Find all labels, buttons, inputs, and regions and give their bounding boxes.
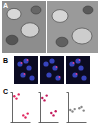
- dot-plot: [67, 93, 87, 123]
- organelle: [83, 6, 93, 14]
- fluorescence-image: [66, 56, 90, 84]
- x-axis: [69, 122, 87, 124]
- point: [74, 108, 76, 110]
- point: [78, 107, 80, 109]
- point: [22, 114, 24, 116]
- image-bg: [66, 56, 90, 84]
- y-axis: [11, 93, 13, 123]
- point: [52, 114, 54, 116]
- signal: [21, 62, 23, 64]
- signal: [27, 59, 29, 61]
- x-axis-line: [13, 122, 31, 123]
- nucleus: [17, 61, 22, 66]
- micrograph-bg: [2, 1, 46, 53]
- organelle: [56, 37, 68, 47]
- nucleus: [46, 72, 51, 77]
- point: [80, 106, 82, 108]
- signal: [73, 62, 75, 64]
- panel-label: C: [3, 88, 8, 95]
- micrograph: [2, 1, 46, 53]
- point: [55, 110, 57, 112]
- signal: [79, 59, 81, 61]
- fluorescence-image: [14, 56, 38, 84]
- panel-label: B: [3, 57, 8, 64]
- signal: [76, 73, 78, 75]
- organelle: [6, 35, 18, 45]
- point: [69, 109, 71, 111]
- dot-plot: [11, 93, 31, 123]
- point: [41, 97, 43, 99]
- point: [46, 94, 48, 96]
- point: [71, 110, 73, 112]
- nucleus: [49, 58, 54, 63]
- micrograph: [47, 1, 98, 53]
- nucleus: [20, 72, 25, 77]
- nucleus: [43, 61, 48, 66]
- nucleus: [52, 65, 57, 70]
- fluorescence-image: [40, 56, 64, 84]
- panel-label: A: [3, 2, 8, 9]
- point: [18, 93, 20, 95]
- point: [13, 95, 15, 97]
- x-axis-line: [69, 122, 87, 123]
- point: [24, 116, 26, 118]
- nucleus: [26, 65, 31, 70]
- nucleus: [29, 75, 34, 80]
- point: [43, 99, 45, 101]
- y-axis-line: [39, 93, 41, 123]
- image-bg: [40, 56, 64, 84]
- point: [27, 112, 29, 114]
- y-axis-line: [67, 93, 69, 123]
- nucleus: [23, 58, 28, 63]
- nucleus: [81, 75, 86, 80]
- figure: A B C: [0, 0, 100, 125]
- organelle: [52, 10, 68, 23]
- points: [41, 94, 57, 116]
- dot-plot: [39, 93, 59, 123]
- points: [69, 106, 85, 113]
- point: [50, 112, 52, 114]
- points: [13, 93, 29, 119]
- y-axis: [39, 93, 41, 123]
- image-bg: [14, 56, 38, 84]
- x-axis-line: [41, 122, 59, 123]
- nucleus: [69, 61, 74, 66]
- nucleus: [72, 72, 77, 77]
- organelle: [21, 23, 39, 37]
- micrograph-bg: [47, 1, 98, 53]
- nucleus: [75, 58, 80, 63]
- x-axis: [41, 122, 59, 124]
- organelle: [7, 8, 21, 19]
- y-axis-line: [11, 93, 13, 123]
- point: [15, 97, 17, 99]
- signal: [24, 73, 26, 75]
- x-axis: [13, 122, 31, 124]
- organelle: [72, 28, 92, 44]
- signal: [56, 66, 58, 68]
- signal: [59, 76, 61, 78]
- nucleus: [55, 75, 60, 80]
- y-axis: [67, 93, 69, 123]
- point: [83, 109, 85, 111]
- nucleus: [78, 65, 83, 70]
- organelle: [31, 6, 41, 14]
